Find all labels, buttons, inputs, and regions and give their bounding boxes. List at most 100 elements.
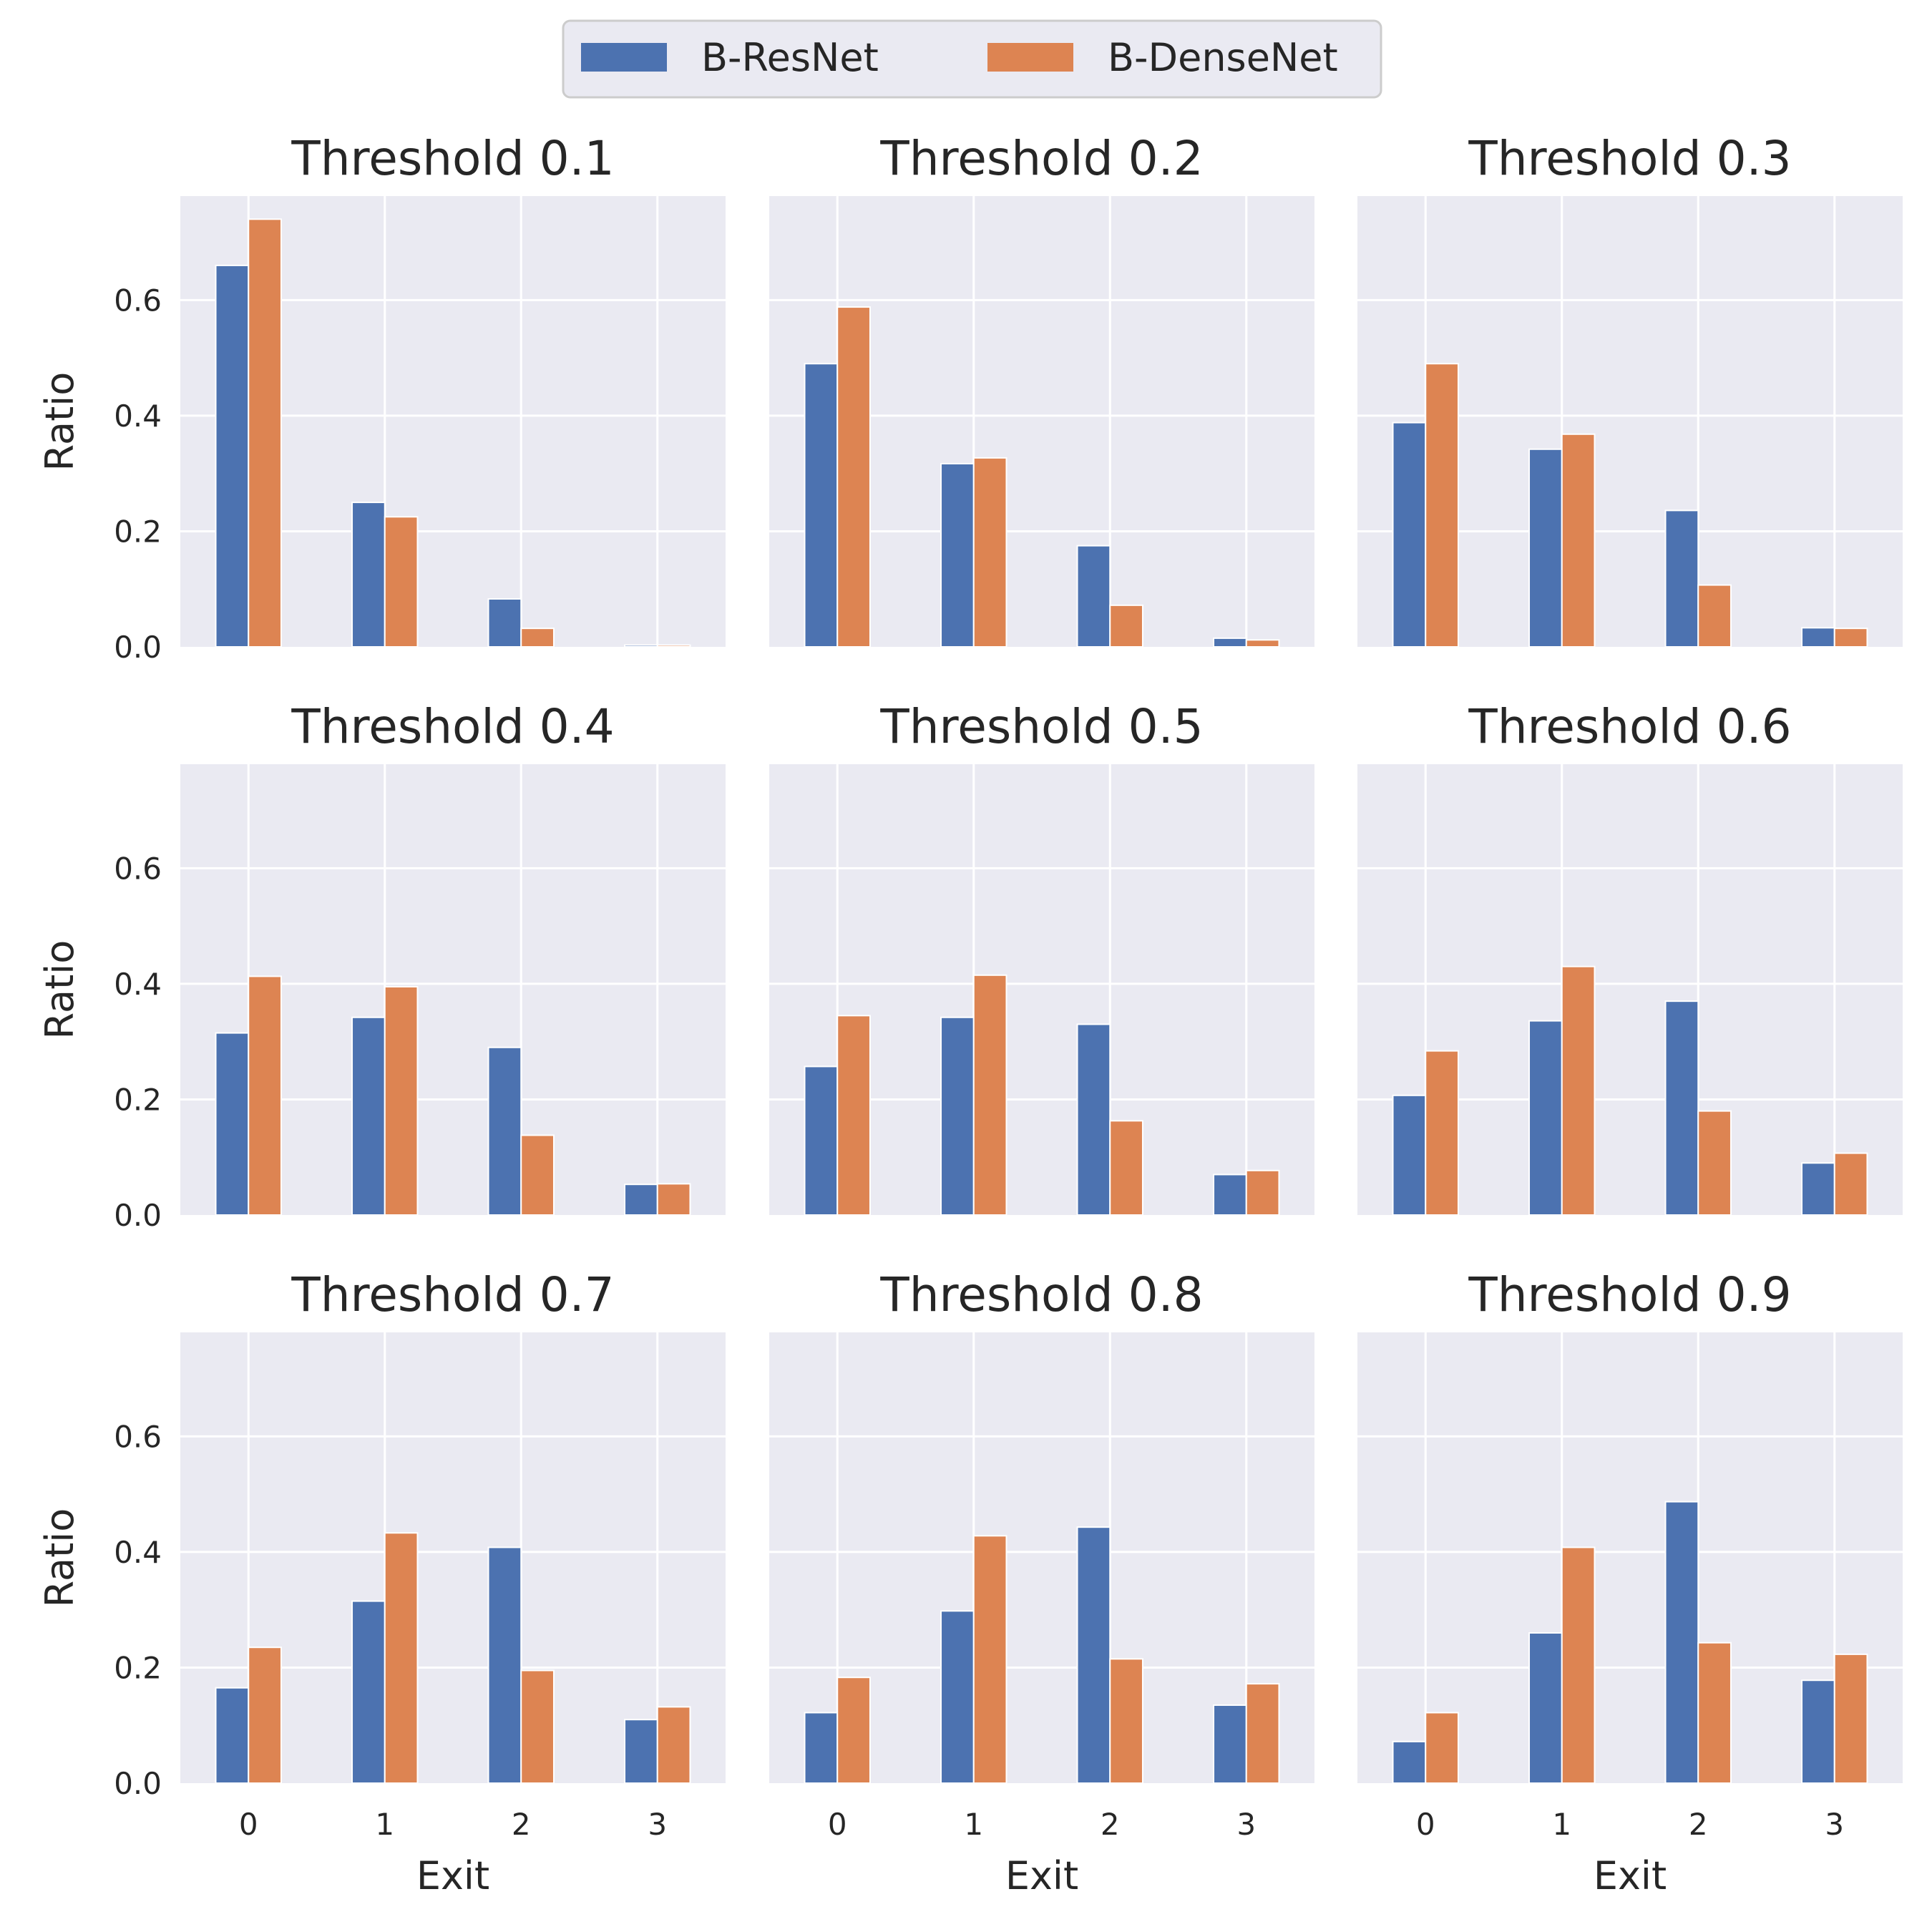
y-tick-label: 0.6 [114, 1419, 162, 1454]
chart-title: Threshold 0.3 [1468, 131, 1791, 186]
bar-b-densenet-exit-1 [1561, 1546, 1596, 1784]
chart-title: Threshold 0.5 [879, 699, 1203, 754]
bar-b-densenet-exit-3 [1245, 639, 1280, 648]
bar-b-densenet-exit-1 [972, 1535, 1008, 1784]
bar-b-resnet-exit-3 [1213, 637, 1247, 648]
bar-b-resnet-exit-3 [1213, 1174, 1247, 1216]
bar-b-resnet-exit-1 [351, 502, 386, 648]
bar-b-resnet-exit-2 [1076, 1526, 1111, 1785]
y-tick-label: 0.2 [114, 1082, 162, 1117]
bar-b-resnet-exit-3 [624, 644, 658, 648]
chart-title: Threshold 0.9 [1468, 1267, 1791, 1322]
x-tick-label: 2 [512, 1807, 531, 1842]
bar-b-densenet-exit-2 [520, 1134, 555, 1216]
bar-b-resnet-exit-1 [1528, 1020, 1563, 1216]
bar-b-densenet-exit-0 [248, 1646, 282, 1785]
bar-b-densenet-exit-0 [1425, 363, 1459, 648]
bar-b-resnet-exit-2 [487, 597, 522, 648]
bar-b-resnet-exit-2 [1664, 1000, 1699, 1216]
bar-b-densenet-exit-1 [972, 974, 1008, 1216]
bar-b-resnet-exit-2 [1664, 509, 1699, 648]
panels: Threshold 0.1 0.0 0.2 0.4 0.6 Ratio Threshold … [37, 131, 1903, 1898]
bar-b-densenet-exit-1 [972, 457, 1008, 648]
y-tick-label: 0.4 [114, 967, 162, 1002]
bar-b-resnet-exit-0 [215, 264, 250, 648]
bar-b-densenet-exit-2 [520, 1669, 555, 1784]
bar-b-densenet-exit-1 [384, 516, 419, 648]
bar-b-densenet-exit-0 [836, 306, 871, 648]
legend-frame [562, 19, 1382, 99]
legend-label-b-resnet: B-ResNet [701, 35, 879, 80]
chart-panel-8: Threshold 0.8 0 1 2 3 Exit [769, 1267, 1314, 1898]
bar-b-densenet-exit-3 [1833, 1152, 1868, 1216]
bar-b-densenet-exit-2 [1697, 584, 1732, 648]
bar-b-densenet-exit-0 [836, 1677, 871, 1785]
chart-panel-5: Threshold 0.5 [769, 699, 1314, 1216]
bar-b-resnet-exit-1 [940, 1610, 975, 1784]
chart-panel-7: Threshold 0.7 0.0 0.2 0.4 0.6 Ratio 0 1 2 3 Exit [37, 1267, 726, 1898]
bar-b-densenet-exit-3 [656, 644, 691, 648]
bar-b-resnet-exit-1 [940, 462, 975, 648]
chart-title: Threshold 0.4 [291, 699, 614, 754]
bar-b-resnet-exit-0 [215, 1687, 250, 1784]
bar-b-densenet-exit-2 [1697, 1110, 1732, 1216]
bar-b-densenet-exit-0 [836, 1015, 871, 1216]
chart-title: Threshold 0.8 [879, 1267, 1203, 1322]
bar-b-resnet-exit-1 [1528, 448, 1563, 648]
bar-b-densenet-exit-1 [1561, 965, 1596, 1216]
bar-b-resnet-exit-3 [1801, 627, 1835, 648]
bar-b-resnet-exit-0 [804, 1712, 839, 1784]
bar-b-resnet-exit-3 [1801, 1679, 1835, 1784]
bar-b-densenet-exit-2 [1109, 1658, 1143, 1785]
legend: B-ResNet B-DenseNet [562, 19, 1382, 99]
bar-b-resnet-exit-2 [487, 1546, 522, 1784]
x-tick-label: 0 [239, 1807, 258, 1842]
y-tick-label: 0.0 [114, 1198, 162, 1233]
y-tick-label: 0.2 [114, 514, 162, 549]
chart-panel-4: Threshold 0.4 0.0 0.2 0.4 0.6 Ratio [37, 699, 726, 1233]
bar-b-densenet-exit-2 [1109, 1120, 1143, 1216]
bar-b-densenet-exit-3 [1833, 1653, 1868, 1784]
bar-b-resnet-exit-1 [351, 1600, 386, 1784]
bar-b-densenet-exit-1 [384, 1532, 419, 1785]
chart-title: Threshold 0.1 [291, 131, 614, 186]
bar-b-resnet-exit-3 [624, 1184, 658, 1216]
bar-b-densenet-exit-0 [1425, 1712, 1459, 1784]
bar-b-densenet-exit-1 [1561, 433, 1596, 648]
bar-b-densenet-exit-3 [1833, 628, 1868, 648]
chart-panel-1: Threshold 0.1 0.0 0.2 0.4 0.6 Ratio [37, 131, 726, 665]
x-tick-label: 1 [375, 1807, 394, 1842]
x-tick-label: 3 [648, 1807, 667, 1842]
y-tick-label: 0.6 [114, 851, 162, 886]
x-tick-label: 3 [1236, 1807, 1256, 1842]
chart-title: Threshold 0.2 [879, 131, 1203, 186]
bar-b-densenet-exit-2 [520, 628, 555, 648]
bar-b-densenet-exit-1 [384, 985, 419, 1216]
bar-b-resnet-exit-1 [351, 1016, 386, 1216]
y-tick-label: 0.0 [114, 1766, 162, 1801]
bar-b-resnet-exit-0 [1392, 1740, 1427, 1785]
y-tick-label: 0.2 [114, 1650, 162, 1685]
bar-b-densenet-exit-3 [656, 1706, 691, 1784]
bar-b-resnet-exit-2 [1664, 1501, 1699, 1784]
chart-panel-6: Threshold 0.6 [1357, 699, 1903, 1216]
bar-b-resnet-exit-0 [804, 363, 839, 648]
bar-b-resnet-exit-3 [1801, 1162, 1835, 1216]
legend-swatch-b-resnet [581, 43, 667, 72]
y-axis-label: Ratio [37, 372, 82, 472]
y-tick-label: 0.6 [114, 283, 162, 318]
bar-b-densenet-exit-3 [1245, 1683, 1280, 1784]
x-tick-label: 2 [1101, 1807, 1120, 1842]
bar-b-resnet-exit-0 [215, 1032, 250, 1216]
bar-b-densenet-exit-3 [656, 1183, 691, 1216]
y-tick-label: 0.4 [114, 399, 162, 434]
chart-panel-9: Threshold 0.9 0 1 2 3 Exit [1357, 1267, 1903, 1898]
y-axis-label: Ratio [37, 1508, 82, 1608]
bar-b-densenet-exit-3 [1245, 1169, 1280, 1216]
bar-b-resnet-exit-3 [624, 1719, 658, 1784]
legend-swatch-b-densenet [987, 43, 1073, 72]
bar-b-resnet-exit-0 [1392, 421, 1427, 648]
bar-b-resnet-exit-1 [1528, 1632, 1563, 1784]
bar-b-resnet-exit-0 [804, 1065, 839, 1216]
